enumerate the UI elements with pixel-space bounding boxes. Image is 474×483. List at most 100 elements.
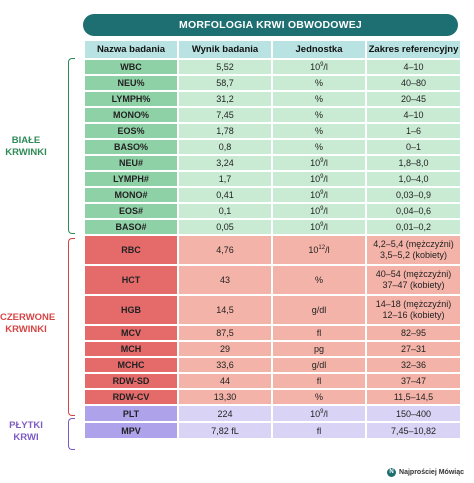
cell-unit: % <box>273 140 365 154</box>
cell-range: 0,04–0,6 <box>367 204 460 218</box>
unit-exponent: 9 <box>320 62 324 68</box>
cell-test-name: NEU# <box>85 156 177 170</box>
cell-test-name: HCT <box>85 266 177 294</box>
cell-range: 150–400 <box>367 406 460 421</box>
cell-range: 32–36 <box>367 358 460 372</box>
unit-base: 10 <box>308 245 319 255</box>
cell-test-name: HGB <box>85 296 177 324</box>
unit-exponent: 9 <box>320 206 324 212</box>
bracket-platelets <box>68 418 75 450</box>
table-row: NEU# 3,24 109/l 1,8–8,0 <box>85 156 460 170</box>
unit-exponent: 9 <box>320 174 324 180</box>
range-line: 37–47 (kobiety) <box>382 280 445 290</box>
cell-unit: % <box>273 76 365 90</box>
cell-result: 7,82 fL <box>179 423 271 438</box>
cell-unit: pg <box>273 342 365 356</box>
cell-result: 5,52 <box>179 60 271 74</box>
cell-range: 1,8–8,0 <box>367 156 460 170</box>
unit-exponent: 9 <box>320 222 324 228</box>
unit-base: 10 <box>310 222 321 232</box>
range-line: 3,5–5,2 (kobiety) <box>379 250 448 260</box>
range-line: 4,2–5,4 (mężczyźni) <box>373 239 454 249</box>
table-row: MCV 87,5 fl 82–95 <box>85 326 460 340</box>
cell-unit: 109/l <box>273 406 365 421</box>
table-body: WBC 5,52 109/l 4–10 NEU% 58,7% 40–80 LYMPH% 31,2… <box>85 60 460 438</box>
cell-result: 13,30 <box>179 390 271 404</box>
table-row: MCH 29 pg 27–31 <box>85 342 460 356</box>
cell-test-name: EOS% <box>85 124 177 138</box>
table-row: HCT 43% 40–54 (mężczyźni) 37–47 (kobiety) <box>85 266 460 294</box>
cell-result: 224 <box>179 406 271 421</box>
cell-unit: % <box>273 124 365 138</box>
cell-test-name: MONO% <box>85 108 177 122</box>
cell-unit: fl <box>273 326 365 340</box>
unit-suffix: /l <box>323 408 328 419</box>
cell-unit: 1012/l <box>273 236 365 264</box>
cell-result: 58,7 <box>179 76 271 90</box>
unit-suffix: /l <box>323 222 328 232</box>
unit-suffix: /l <box>323 190 328 200</box>
cell-range: 1–6 <box>367 124 460 138</box>
cell-unit: g/dl <box>273 358 365 372</box>
cell-result: 87,5 <box>179 326 271 340</box>
unit-exponent: 9 <box>320 158 324 164</box>
cell-result: 4,76 <box>179 236 271 264</box>
cell-result: 0,1 <box>179 204 271 218</box>
cell-range: 82–95 <box>367 326 460 340</box>
group-label-white: BIAŁE KRWINKI <box>5 135 47 158</box>
range-line: 12–16 (kobiety) <box>382 310 445 320</box>
cell-range: 7,45–10,82 <box>367 423 460 438</box>
cell-range: 0,01–0,2 <box>367 220 460 234</box>
table-row: BASO% 0,8% 0–1 <box>85 140 460 154</box>
cell-test-name: PLT <box>85 406 177 421</box>
cell-unit: % <box>273 108 365 122</box>
table-row: PLT 224 109/l 150–400 <box>85 406 460 421</box>
group-label-red: CZERWONE KRWINKI <box>0 312 56 335</box>
table-row: NEU% 58,7% 40–80 <box>85 76 460 90</box>
table-row: WBC 5,52 109/l 4–10 <box>85 60 460 74</box>
unit-suffix: /l <box>323 62 328 72</box>
range-line: 40–54 (mężczyźni) <box>375 269 452 279</box>
cell-range: 0,03–0,9 <box>367 188 460 202</box>
table-row: MCHC 33,6 g/dl 32–36 <box>85 358 460 372</box>
cell-unit: 109/l <box>273 172 365 186</box>
group-label-platelets: PŁYTKI KRWI <box>9 420 43 443</box>
cell-unit: 109/l <box>273 220 365 234</box>
cell-range: 4–10 <box>367 108 460 122</box>
cell-range: 1,0–4,0 <box>367 172 460 186</box>
header-name: Nazwa badania <box>85 41 177 58</box>
cell-unit: fl <box>273 374 365 388</box>
cell-test-name: LYMPH# <box>85 172 177 186</box>
table-row: MPV 7,82 fL fl 7,45–10,82 <box>85 423 460 438</box>
cell-test-name: MCHC <box>85 358 177 372</box>
cell-unit: fl <box>273 423 365 438</box>
cell-range: 20–45 <box>367 92 460 106</box>
cell-test-name: RDW-CV <box>85 390 177 404</box>
header-unit: Jednostka <box>273 41 365 58</box>
bracket-red <box>68 238 75 416</box>
range-line: 14–18 (mężczyźni) <box>375 299 452 309</box>
table-row: MONO# 0,41 109/l 0,03–0,9 <box>85 188 460 202</box>
table-row: MONO% 7,45% 4–10 <box>85 108 460 122</box>
table-row: LYMPH% 31,2% 20–45 <box>85 92 460 106</box>
cell-test-name: MONO# <box>85 188 177 202</box>
cell-range: 27–31 <box>367 342 460 356</box>
table-title: MORFOLOGIA KRWI OBWODOWEJ <box>83 14 458 36</box>
cell-test-name: RBC <box>85 236 177 264</box>
cell-range: 14–18 (mężczyźni) 12–16 (kobiety) <box>367 296 460 324</box>
unit-exponent: 9 <box>320 190 324 196</box>
cell-result: 0,05 <box>179 220 271 234</box>
cell-result: 29 <box>179 342 271 356</box>
unit-suffix: /l <box>323 206 328 216</box>
cell-test-name: BASO% <box>85 140 177 154</box>
table-row: BASO# 0,05 109/l 0,01–0,2 <box>85 220 460 234</box>
unit-suffix: /l <box>323 158 328 168</box>
cell-range: 40–54 (mężczyźni) 37–47 (kobiety) <box>367 266 460 294</box>
cell-test-name: EOS# <box>85 204 177 218</box>
table-row: RDW-CV 13,30% 11,5–14,5 <box>85 390 460 404</box>
unit-suffix: /l <box>323 174 328 184</box>
cell-range: 4,2–5,4 (mężczyźni) 3,5–5,2 (kobiety) <box>367 236 460 264</box>
unit-base: 10 <box>310 206 321 216</box>
cell-result: 0,41 <box>179 188 271 202</box>
table-row: RDW-SD 44 fl 37–47 <box>85 374 460 388</box>
